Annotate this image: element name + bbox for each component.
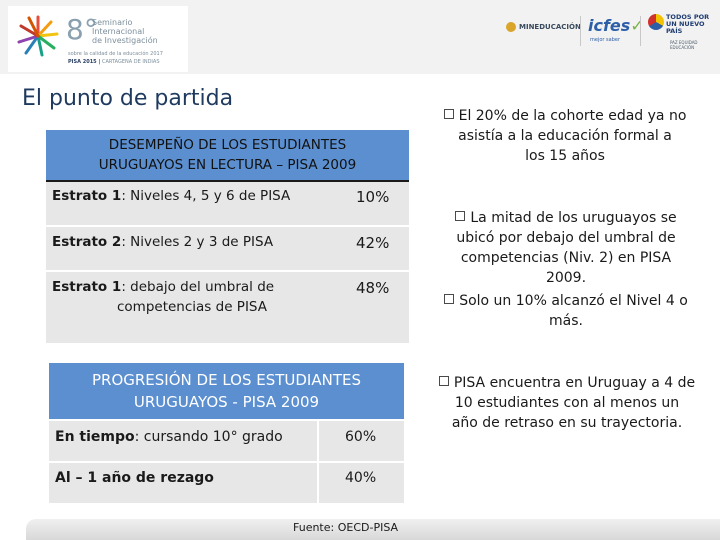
- seal-icon: [506, 22, 516, 32]
- table-cell: [319, 463, 404, 503]
- bullet-item: El 20% de la cohorte edad ya no asistía …: [420, 106, 710, 166]
- row-value: 42%: [356, 234, 390, 252]
- seminar-logo: 8° Seminario Internacional de Investigac…: [8, 6, 188, 72]
- divider: [46, 225, 409, 227]
- table-cell: [49, 421, 317, 461]
- source-note: Fuente: OECD-PISA: [293, 521, 399, 534]
- row-value: 40%: [345, 470, 377, 486]
- row-value: 10%: [356, 188, 390, 206]
- bullet-item: PISA encuentra en Uruguay a 4 de 10 estu…: [422, 373, 712, 433]
- colombia-flag-icon: [648, 14, 664, 30]
- row-label: Al – 1 año de rezago: [55, 470, 214, 486]
- bullet-item: La mitad de los uruguayos se ubicó por d…: [455, 210, 677, 286]
- header-banner: 8° Seminario Internacional de Investigac…: [0, 0, 720, 74]
- checkbox-bullet-icon: [438, 376, 449, 386]
- divider: [46, 270, 409, 272]
- pisa-tag: PISA 2015 | CARTAGENA DE INDIAS: [68, 59, 160, 65]
- bullet-item: Solo un 10% alcanzó el Nivel 4 o más.: [426, 291, 706, 331]
- row-label: En tiempo: cursando 10° grado: [55, 429, 283, 445]
- check-icon: ✓: [630, 16, 644, 35]
- divider: [640, 16, 641, 46]
- divider: [580, 16, 581, 46]
- todos-logo: TODOS POR UN NUEVO PAÍS: [666, 13, 710, 35]
- seminar-title: Seminario Internacional de Investigación: [92, 18, 158, 45]
- checkbox-bullet-icon: [455, 211, 466, 221]
- seminar-subtitle: sobre la calidad de la educación 2017: [68, 51, 163, 57]
- burst-logo-icon: [17, 15, 59, 57]
- mineduc-logo: MINEDUCACIÓN: [506, 22, 581, 32]
- table2-heading: PROGRESIÓN DE LOS ESTUDIANTES URUGUAYOS …: [49, 363, 404, 419]
- table-cell: [49, 463, 317, 503]
- row-label-cont: competencias de PISA: [117, 299, 267, 315]
- row-value: 48%: [356, 279, 390, 297]
- table1-body: [46, 180, 409, 343]
- partner-logos: MINEDUCACIÓN icfes✓ mejor saber TODOS PO…: [500, 10, 720, 54]
- icfes-logo: icfes✓: [588, 16, 644, 35]
- table-cell: [319, 421, 404, 461]
- page-title: El punto de partida: [22, 86, 234, 111]
- seminar-number: 8°: [66, 13, 98, 46]
- row-label: Estrato 2: Niveles 2 y 3 de PISA: [52, 234, 274, 250]
- todos-tagline: PAZ EQUIDAD EDUCACIÓN: [670, 40, 698, 50]
- row-value: 60%: [345, 429, 377, 445]
- footer-bar: [26, 519, 720, 540]
- checkbox-bullet-icon: [443, 109, 454, 119]
- checkbox-bullet-icon: [444, 294, 455, 304]
- row-label: Estrato 1: debajo del umbral de: [52, 279, 275, 295]
- row-label: Estrato 1: Niveles 4, 5 y 6 de PISA: [52, 188, 291, 204]
- icfes-tagline: mejor saber: [590, 37, 621, 43]
- divider: [46, 180, 409, 182]
- table1-heading: DESEMPEÑO DE LOS ESTUDIANTES URUGUAYOS E…: [46, 130, 409, 180]
